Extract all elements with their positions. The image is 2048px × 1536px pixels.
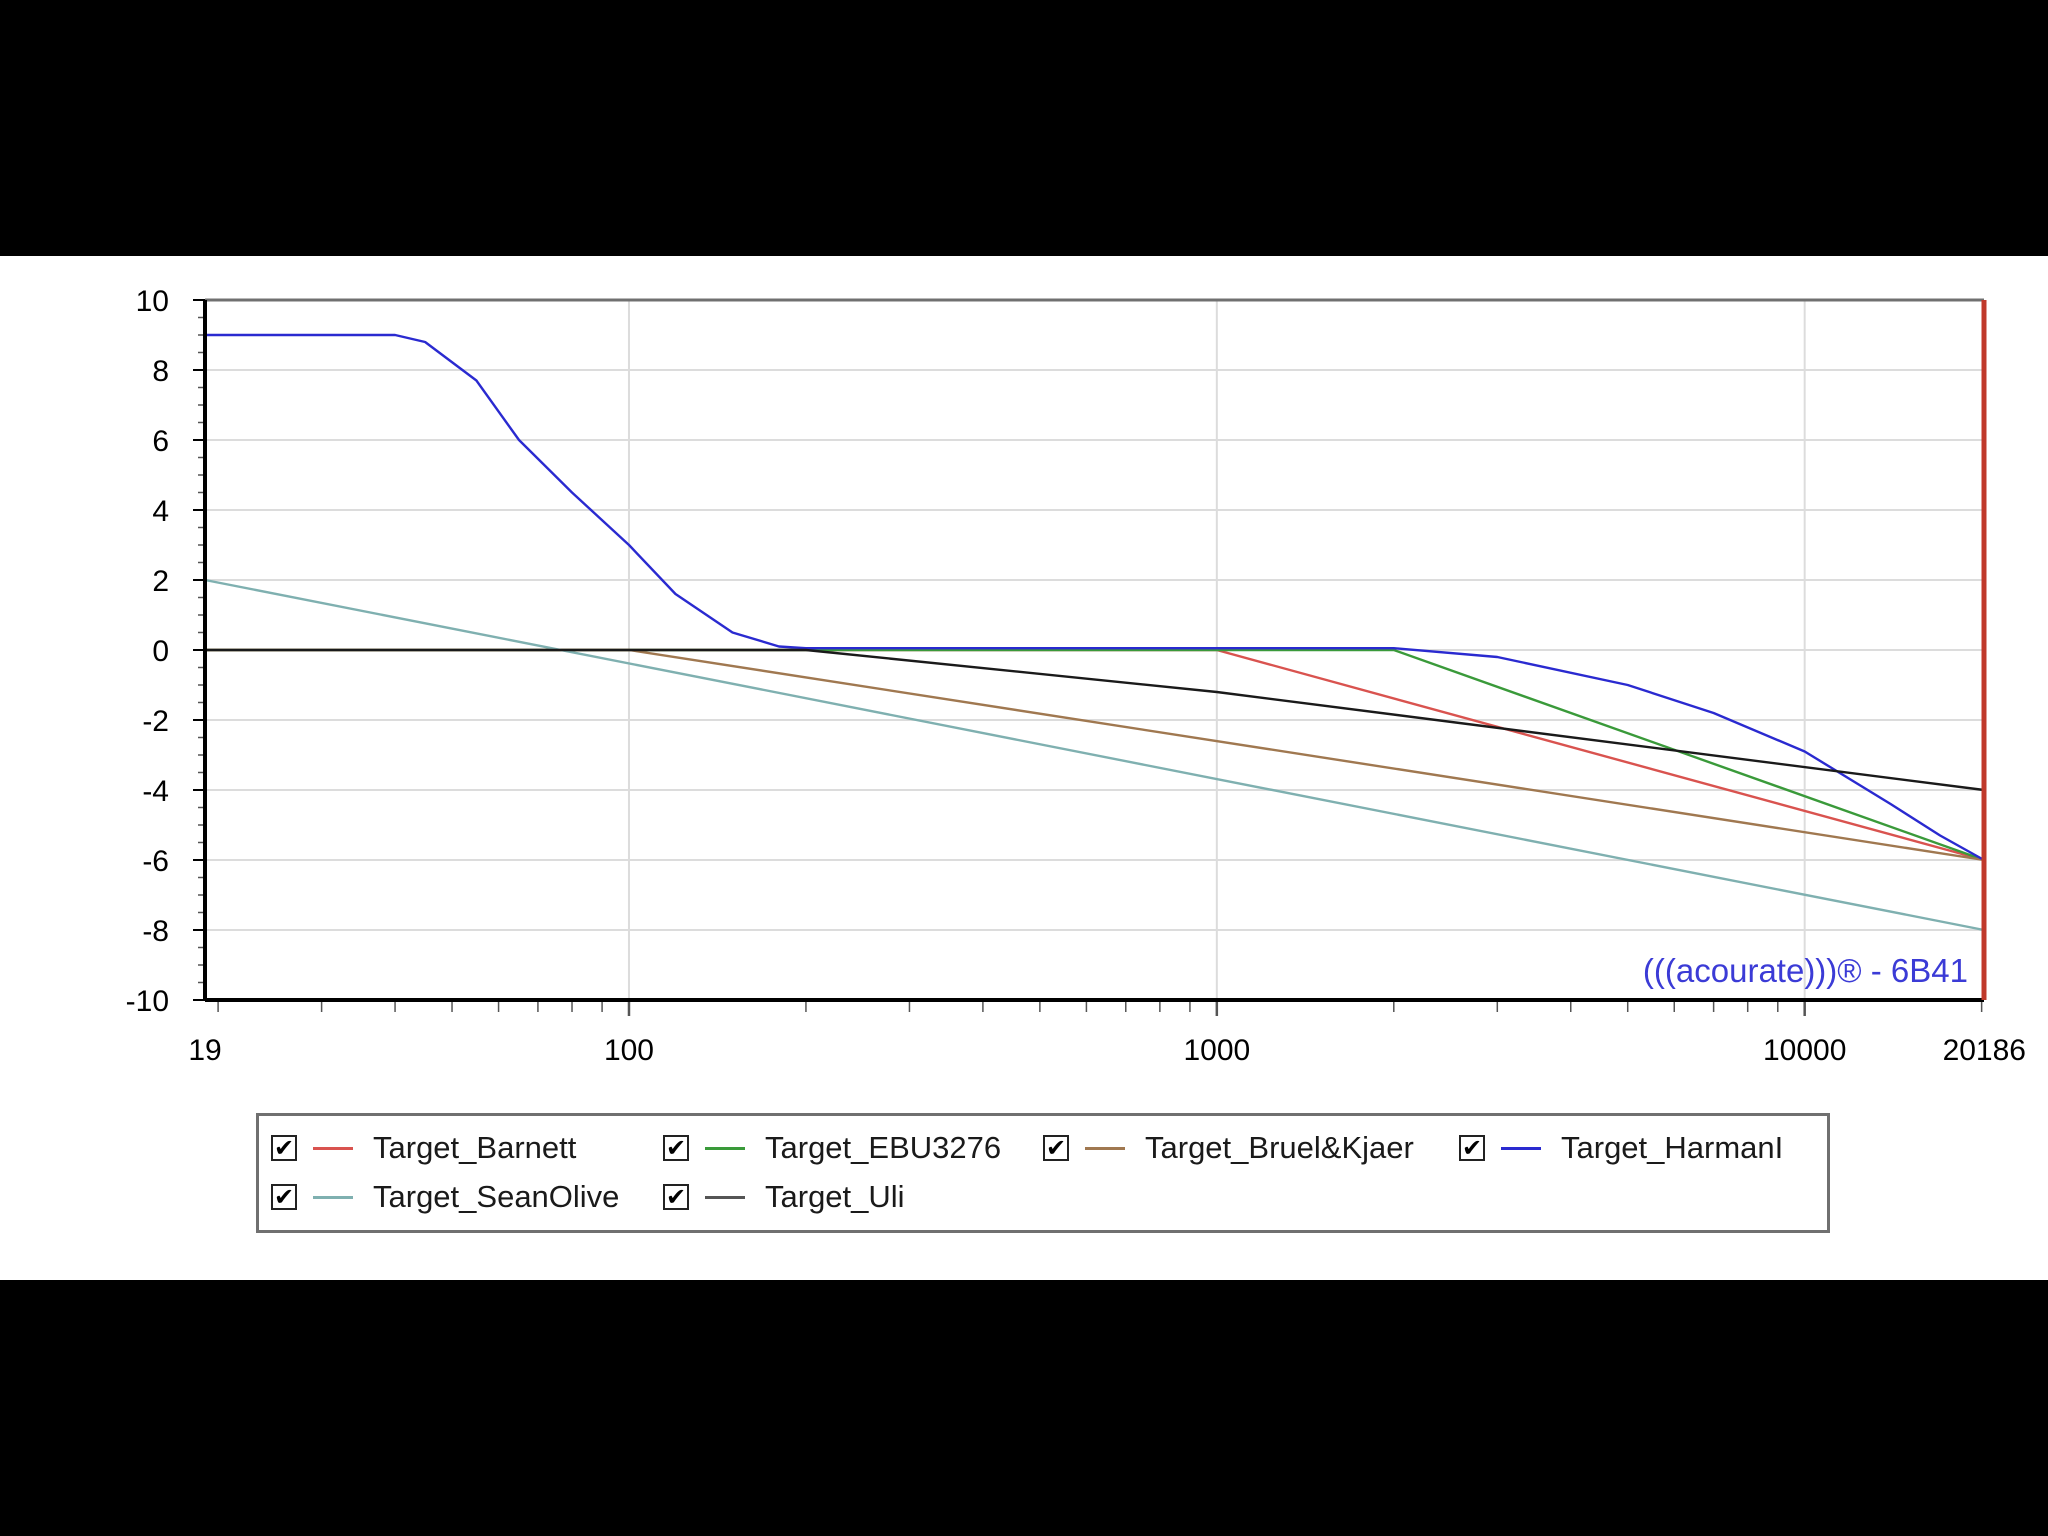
y-tick-label: -6 — [142, 845, 169, 878]
x-tick-label: 10000 — [1763, 1034, 1846, 1067]
legend-swatch-ebu3276 — [705, 1146, 745, 1150]
y-tick-label: 8 — [152, 355, 169, 388]
legend-label-seanolive: Target_SeanOlive — [373, 1179, 620, 1214]
x-tick-label: 100 — [604, 1034, 654, 1067]
legend-label-ebu3276: Target_EBU3276 — [765, 1130, 1002, 1165]
legend-swatch-bruel-kjaer — [1085, 1146, 1125, 1150]
x-tick-label: 20186 — [1943, 1034, 2026, 1067]
legend-swatch-barnett — [313, 1146, 353, 1150]
legend-swatch-harman — [1501, 1146, 1541, 1150]
legend-label-barnett: Target_Barnett — [373, 1130, 577, 1165]
legend-checkbox-barnett[interactable]: ✔ — [271, 1135, 297, 1161]
series-line-target-seanolive — [204, 578, 1985, 932]
legend-label-uli: Target_Uli — [765, 1179, 905, 1214]
legend-checkbox-harman[interactable]: ✔ — [1459, 1135, 1485, 1161]
watermark-text: (((acourate)))® - 6B41 — [1643, 952, 1968, 989]
y-tick-label: 0 — [152, 635, 169, 668]
legend-item-barnett[interactable]: ✔ Target_Barnett — [271, 1128, 576, 1168]
y-tick-label: 6 — [152, 425, 169, 458]
y-tick-label: -2 — [142, 705, 169, 738]
y-tick-label: 4 — [152, 495, 169, 528]
legend-swatch-uli — [705, 1195, 745, 1199]
legend-checkbox-bruel-kjaer[interactable]: ✔ — [1043, 1135, 1069, 1161]
x-tick-label: 19 — [188, 1034, 221, 1067]
frequency-response-chart: 10 8 6 4 2 0 -2 -4 -6 -8 -10 19 100 1000 10000 20186 ((… — [126, 285, 2026, 1067]
legend-item-harman[interactable]: ✔ Target_HarmanI — [1459, 1128, 1783, 1168]
series-line-target-harmani — [205, 333, 1985, 862]
legend-item-uli[interactable]: ✔ Target_Uli — [663, 1177, 905, 1217]
series-line-target-uli — [205, 648, 1985, 792]
legend-checkbox-seanolive[interactable]: ✔ — [271, 1184, 297, 1210]
legend-label-harman: Target_HarmanI — [1561, 1130, 1784, 1165]
legend: ✔ Target_Barnett ✔ Target_EBU3276 ✔ Targ… — [256, 1113, 1830, 1233]
legend-swatch-seanolive — [313, 1195, 353, 1199]
legend-item-ebu3276[interactable]: ✔ Target_EBU3276 — [663, 1128, 1001, 1168]
y-tick-label: -10 — [126, 985, 169, 1018]
y-tick-label: -4 — [142, 775, 169, 808]
chart-panel: 10 8 6 4 2 0 -2 -4 -6 -8 -10 19 100 1000 10000 20186 ((… — [0, 256, 2048, 1280]
legend-item-seanolive[interactable]: ✔ Target_SeanOlive — [271, 1177, 619, 1217]
y-tick-label: 2 — [152, 565, 169, 598]
legend-checkbox-uli[interactable]: ✔ — [663, 1184, 689, 1210]
legend-item-bruel-kjaer[interactable]: ✔ Target_Bruel&Kjaer — [1043, 1128, 1414, 1168]
y-tick-label: -8 — [142, 915, 169, 948]
x-tick-label: 1000 — [1183, 1034, 1250, 1067]
legend-checkbox-ebu3276[interactable]: ✔ — [663, 1135, 689, 1161]
y-tick-label: 10 — [136, 285, 169, 318]
legend-label-bruel-kjaer: Target_Bruel&Kjaer — [1145, 1130, 1414, 1165]
